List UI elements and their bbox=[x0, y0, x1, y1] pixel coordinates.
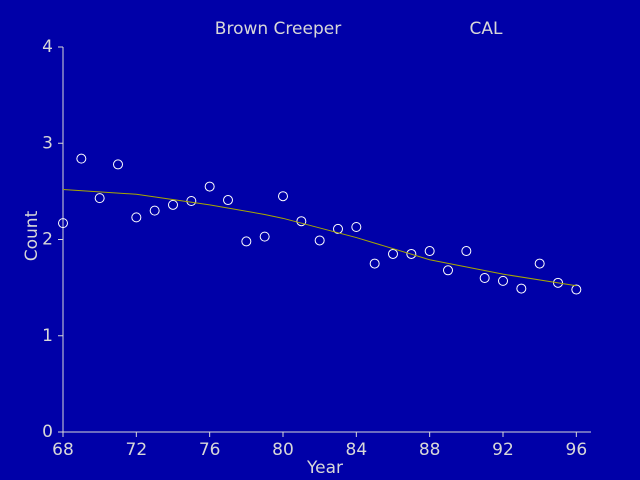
y-axis-label: Count bbox=[22, 210, 42, 261]
x-tick-label: 76 bbox=[199, 440, 221, 460]
data-point bbox=[131, 212, 142, 223]
data-point bbox=[241, 236, 252, 247]
data-point bbox=[94, 193, 105, 204]
trend-line bbox=[62, 188, 577, 287]
data-point bbox=[113, 159, 123, 170]
x-tick-label: 88 bbox=[419, 440, 441, 460]
data-point bbox=[204, 181, 215, 192]
x-tick-label: 92 bbox=[492, 440, 514, 460]
x-tick-label: 84 bbox=[346, 440, 368, 460]
data-point bbox=[259, 231, 270, 242]
data-point bbox=[223, 195, 233, 206]
y-tick-label: 4 bbox=[42, 37, 53, 57]
data-point bbox=[351, 221, 362, 232]
data-point bbox=[278, 191, 288, 202]
x-tick-label: 96 bbox=[566, 440, 588, 460]
chart-subtitle: CAL bbox=[470, 19, 503, 39]
chart-title: Brown Creeper bbox=[215, 19, 341, 39]
data-point bbox=[149, 205, 160, 216]
data-point bbox=[406, 248, 417, 259]
y-tick-label: 3 bbox=[42, 133, 53, 153]
data-point bbox=[571, 284, 582, 295]
data-point bbox=[479, 273, 490, 283]
data-point bbox=[498, 275, 508, 286]
data-point bbox=[388, 248, 398, 259]
data-point bbox=[168, 199, 178, 210]
data-point bbox=[58, 218, 68, 229]
x-tick-label: 68 bbox=[52, 440, 74, 460]
data-point bbox=[369, 258, 380, 269]
data-point bbox=[333, 223, 343, 234]
y-tick-label: 0 bbox=[42, 422, 53, 442]
x-axis-label: Year bbox=[306, 458, 343, 478]
data-point bbox=[461, 246, 472, 257]
data-point bbox=[516, 283, 527, 294]
data-point bbox=[553, 277, 563, 288]
y-tick-label: 2 bbox=[42, 230, 53, 250]
data-point bbox=[424, 246, 435, 257]
data-point bbox=[296, 216, 307, 227]
data-point bbox=[534, 258, 545, 269]
data-point bbox=[186, 196, 197, 206]
data-point bbox=[443, 265, 453, 276]
data-point bbox=[76, 153, 87, 164]
y-tick-label: 1 bbox=[42, 326, 53, 346]
data-point bbox=[314, 235, 325, 246]
x-tick-label: 72 bbox=[126, 440, 148, 460]
x-tick-label: 80 bbox=[272, 440, 294, 460]
